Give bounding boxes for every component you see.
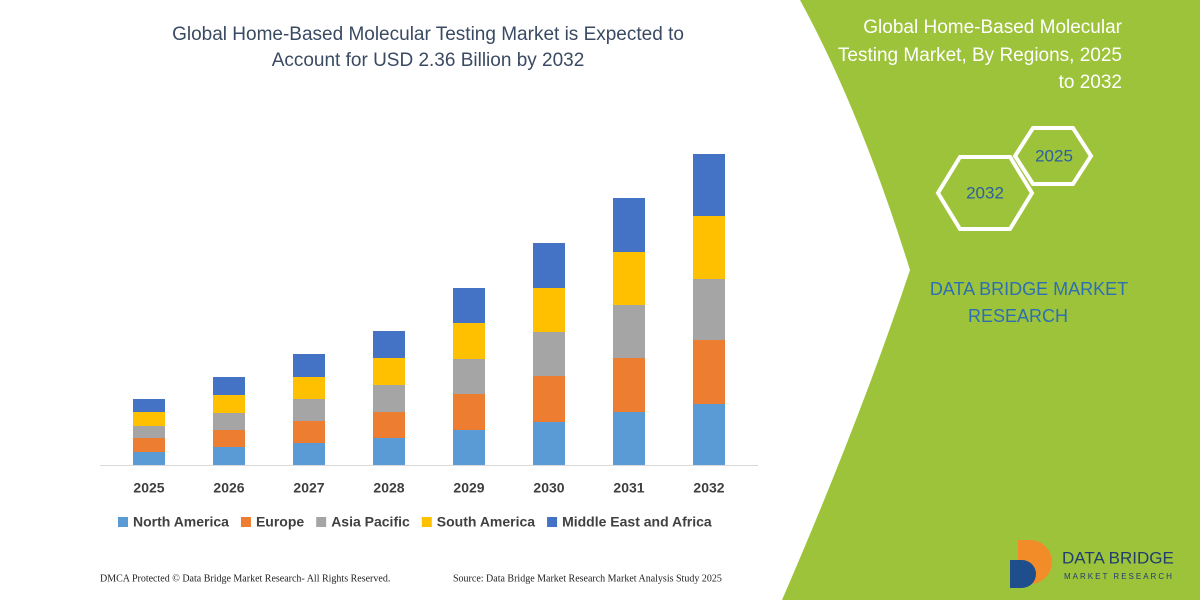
bar-segment: [533, 332, 565, 376]
legend-swatch: [316, 517, 327, 527]
bar-segment: [133, 412, 165, 426]
x-tick-label: 2030: [533, 480, 564, 496]
bar-segment: [373, 438, 405, 465]
bar-segment: [373, 412, 405, 438]
bar-segment: [373, 358, 405, 385]
hexagon-label: 2025: [1035, 146, 1073, 165]
legend-swatch: [421, 517, 432, 527]
bar-segment: [693, 279, 725, 340]
bar-segment: [613, 358, 645, 412]
bar-segment: [133, 399, 165, 412]
bar-segment: [613, 198, 645, 252]
x-tick-label: 2028: [373, 480, 404, 496]
legend-label: Asia Pacific: [331, 514, 410, 530]
bar-segment: [293, 399, 325, 421]
footer-left: DMCA Protected © Data Bridge Market Rese…: [100, 573, 390, 584]
bar-segment: [533, 243, 565, 288]
bar-segment: [453, 359, 485, 394]
x-tick-label: 2032: [693, 480, 724, 496]
bar-segment: [613, 412, 645, 465]
bar-segment: [293, 421, 325, 443]
bar-segment: [293, 443, 325, 465]
legend-label: Europe: [256, 514, 304, 530]
bar-segment: [693, 340, 725, 404]
chart-title: Global Home-Based Molecular Testing Mark…: [172, 24, 684, 45]
bar-segment: [453, 288, 485, 323]
bar-segment: [613, 252, 645, 305]
bar-segment: [213, 377, 245, 395]
bar-segment: [453, 323, 485, 359]
logo-tagline: MARKET RESEARCH: [1064, 572, 1174, 581]
bar-segment: [373, 385, 405, 412]
legend-swatch: [547, 517, 558, 527]
bar-segment: [693, 404, 725, 465]
x-tick-label: 2029: [453, 480, 484, 496]
bar-segment: [533, 376, 565, 422]
bar-segment: [213, 447, 245, 465]
bar-segment: [133, 452, 165, 465]
legend-label: Middle East and Africa: [562, 514, 712, 530]
bar-segment: [213, 430, 245, 447]
brand-text: RESEARCH: [968, 306, 1068, 326]
x-tick-label: 2025: [133, 480, 164, 496]
x-tick-label: 2031: [613, 480, 644, 496]
legend-label: South America: [437, 514, 535, 530]
bar-segment: [613, 305, 645, 358]
side-title: Testing Market, By Regions, 2025: [838, 45, 1122, 66]
x-tick-label: 2027: [293, 480, 324, 496]
footer-right: Source: Data Bridge Market Research Mark…: [453, 573, 722, 584]
hexagon: [1012, 126, 1094, 186]
brand-text: DATA BRIDGE MARKET: [930, 279, 1128, 299]
bar-segment: [133, 438, 165, 452]
side-panel-bg: [782, 0, 1200, 600]
side-title: to 2032: [1059, 72, 1122, 93]
legend-label: North America: [133, 514, 229, 530]
logo-icon: [1010, 560, 1036, 588]
legend-swatch: [240, 517, 251, 527]
side-title: Global Home-Based Molecular: [863, 17, 1122, 38]
chart-title: Account for USD 2.36 Billion by 2032: [272, 50, 585, 71]
bar-segment: [373, 331, 405, 358]
x-tick-label: 2026: [213, 480, 244, 496]
bar-segment: [453, 430, 485, 465]
hexagon: [935, 155, 1035, 231]
logo-name: DATA BRIDGE: [1062, 548, 1174, 567]
bar-segment: [213, 413, 245, 430]
bar-segment: [213, 395, 245, 413]
bar-segment: [293, 354, 325, 377]
legend-swatch: [118, 517, 128, 527]
bar-segment: [693, 216, 725, 279]
hexagon-label: 2032: [966, 183, 1004, 202]
bar-segment: [533, 422, 565, 465]
bar-segment: [453, 394, 485, 430]
bar-segment: [533, 288, 565, 332]
bar-segment: [133, 426, 165, 438]
bar-segment: [293, 377, 325, 399]
bar-segment: [693, 154, 725, 216]
